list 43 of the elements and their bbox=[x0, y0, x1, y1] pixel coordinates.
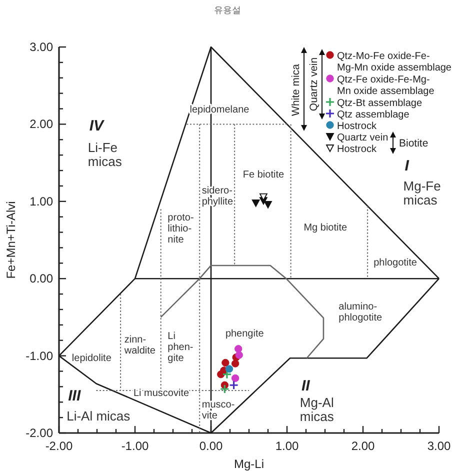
annotation: Li phen- gite bbox=[168, 330, 194, 364]
y-tick-label: 0.00 bbox=[30, 272, 54, 286]
legend-label: Qtz-Bt assemblage bbox=[337, 98, 422, 109]
annotation: Biotite bbox=[399, 137, 428, 150]
y-tick-label: 2.00 bbox=[30, 117, 54, 132]
chart-title: 유용설 bbox=[214, 5, 241, 15]
annotation: I bbox=[404, 158, 410, 175]
y-axis-title: Fe+Mn+Ti-Alvi bbox=[4, 201, 18, 279]
x-axis-title: Mg-Li bbox=[234, 457, 264, 471]
annotation: III bbox=[68, 388, 82, 405]
annotation: alumino- phlogotite bbox=[338, 301, 382, 324]
annotation: Li muscovite bbox=[133, 388, 190, 399]
x-tick-label: 1.00 bbox=[275, 439, 299, 453]
x-tick-label: 3.00 bbox=[427, 439, 451, 453]
annotation: Li-Fe micas bbox=[88, 140, 122, 169]
annotation: Mg-Al micas bbox=[300, 394, 334, 424]
annotation: Mg-Fe micas bbox=[403, 178, 441, 208]
annotation: II bbox=[301, 378, 311, 395]
annotation: phengite bbox=[225, 328, 264, 340]
legend-label: Qtz-Mo-Fe oxide-Fe-Mg-Mn oxide assemblage bbox=[337, 51, 452, 74]
annotation: Quartz vein bbox=[308, 57, 320, 112]
annotation: IV bbox=[89, 117, 106, 134]
annotation: Li-Al micas bbox=[66, 408, 131, 424]
legend-label: Quartz vein bbox=[337, 132, 388, 144]
y-tick-label: 3.00 bbox=[30, 40, 54, 54]
annotation: phlogotite bbox=[374, 257, 418, 268]
x-tick-label: 0.00 bbox=[199, 439, 223, 453]
legend-label: Hostrock bbox=[337, 144, 378, 155]
annotation: White mica bbox=[290, 64, 302, 116]
y-tick-label: -1.00 bbox=[26, 348, 54, 363]
legend-label: Qtz assemblage bbox=[337, 110, 410, 120]
annotation: zinn- waldite bbox=[123, 334, 156, 357]
x-tick-label: 2.00 bbox=[351, 439, 375, 453]
annotation: proto- lithio- nite bbox=[168, 212, 194, 246]
annotation: Mg biotite bbox=[304, 222, 348, 234]
y-tick-label: -2.00 bbox=[26, 426, 54, 440]
legend-label: Qtz-Fe oxide-Fe-Mg-Mn oxide assemblage bbox=[337, 74, 435, 97]
x-tick-label: -2.00 bbox=[45, 439, 73, 453]
x-tick-label: -1.00 bbox=[121, 439, 149, 453]
annotation: Fe biotite bbox=[242, 169, 284, 180]
legend-label: Hostrock bbox=[337, 121, 378, 132]
y-tick-label: 1.00 bbox=[30, 194, 54, 208]
annotation: lepidolite bbox=[72, 353, 112, 364]
